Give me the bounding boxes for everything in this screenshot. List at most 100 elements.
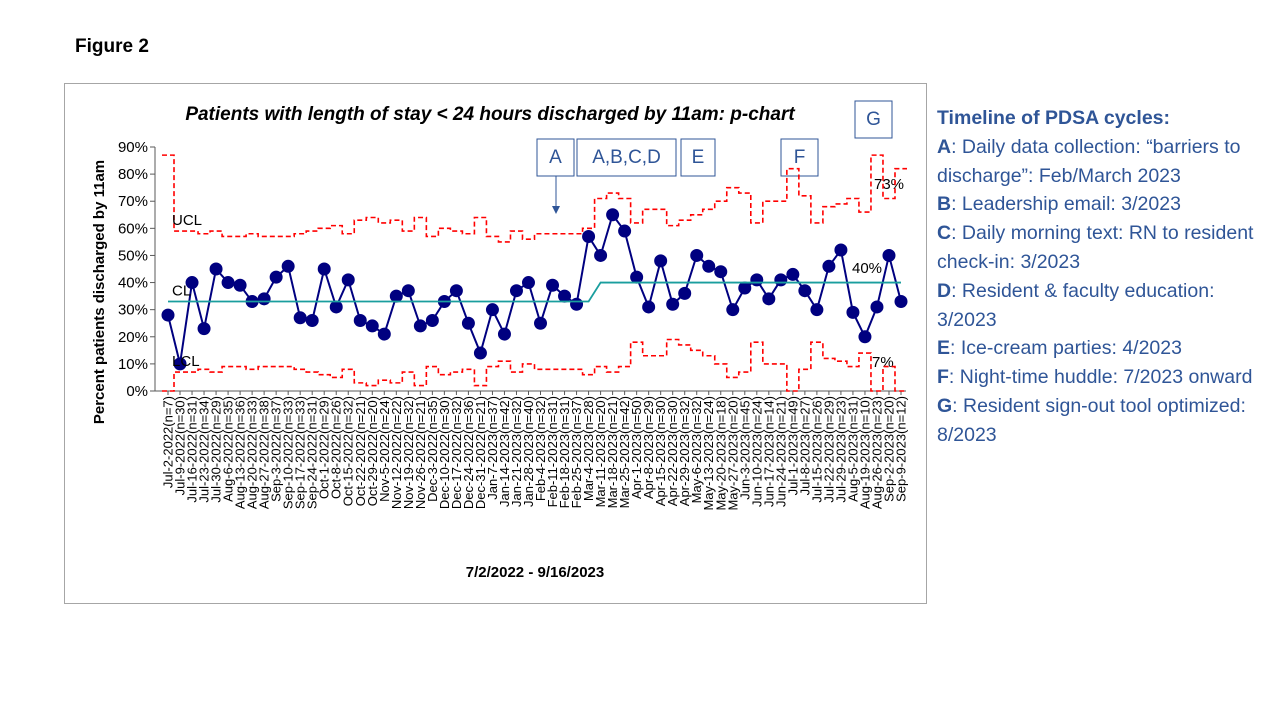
data-point	[858, 330, 872, 344]
data-point	[485, 303, 499, 317]
x-tick-label: Oct-29-2022(n=20)	[365, 396, 380, 506]
x-tick-label: Nov-5-2022(n=24)	[377, 396, 392, 502]
data-point	[774, 273, 788, 287]
x-tick-label: Feb-11-2023(n=31)	[545, 396, 560, 507]
y-tick-label: 50%	[118, 247, 148, 264]
x-tick-label: Feb-25-2023(n=37)	[569, 396, 584, 508]
y-tick-label: 70%	[118, 193, 148, 210]
x-tick-label: Sep-10-2022(n=33)	[281, 396, 296, 509]
annotation: E	[692, 147, 705, 168]
data-point	[738, 281, 752, 295]
x-tick-label: May-27-2023(n=20)	[725, 396, 740, 511]
data-point	[762, 292, 776, 306]
series-label: LCL	[172, 353, 200, 370]
data-point	[786, 267, 800, 281]
data-point	[750, 273, 764, 287]
annotation: G	[866, 109, 881, 130]
data-point	[666, 297, 680, 311]
data-point	[822, 259, 836, 273]
data-point	[654, 254, 668, 268]
data-point	[882, 248, 896, 262]
data-point	[293, 311, 307, 325]
x-tick-label: Dec-10-2022(n=30)	[437, 396, 452, 509]
x-tick-label: Jun-17-2023(n=14)	[761, 396, 776, 507]
x-tick-label: Jul-2-2022(n=7)	[161, 396, 176, 488]
figure-label: Figure 2	[75, 36, 149, 57]
x-tick-label: Jun-10-2023(n=24)	[749, 396, 764, 507]
x-tick-label: Jul-29-2023(n=23)	[833, 396, 848, 503]
data-point	[449, 284, 463, 298]
data-point	[461, 316, 475, 330]
data-point	[305, 314, 319, 328]
x-tick-label: Sep-2-2023(n=20)	[881, 396, 896, 502]
x-tick-label: Dec-31-2022(n=21)	[473, 396, 488, 509]
x-tick-label: Mar-18-2023(n=21)	[605, 396, 620, 508]
data-point	[534, 316, 548, 330]
x-tick-label: Oct-15-2022(n=32)	[341, 396, 356, 506]
x-tick-label: Sep-17-2022(n=33)	[293, 396, 308, 509]
data-point	[269, 270, 283, 284]
data-point	[173, 357, 187, 371]
annotation: 40%	[852, 260, 882, 277]
x-tick-label: Jan-7-2023(n=37)	[485, 396, 500, 500]
data-point	[413, 319, 427, 333]
data-point	[594, 248, 608, 262]
x-tick-label: Apr-15-2023(n=30)	[653, 396, 668, 506]
timeline-key: B	[937, 193, 952, 216]
chart: Patients with length of stay < 24 hours …	[64, 83, 927, 604]
x-tick-label: Jul-23-2022(n=34)	[197, 396, 212, 503]
y-axis-title: Percent patients discharged by 11am	[91, 160, 108, 424]
x-tick-label: Sep-24-2022(n=31)	[305, 396, 320, 509]
timeline-item: E: Ice-cream parties: 4/2023	[937, 334, 1272, 363]
x-tick-label: Nov-19-2022(n=32)	[401, 396, 416, 509]
x-tick-label: Oct-1-2022(n=29)	[317, 396, 332, 499]
x-tick-label: Apr-8-2023(n=29)	[641, 396, 656, 499]
data-point	[690, 248, 704, 262]
data-point	[365, 319, 379, 333]
x-tick-label: Feb-18-2023(n=31)	[557, 396, 572, 508]
x-tick-label: Aug-19-2023(n=10)	[857, 396, 872, 509]
data-point	[570, 297, 584, 311]
x-tick-label: Aug-13-2022(n=36)	[233, 396, 248, 509]
data-point	[678, 286, 692, 300]
x-tick-label: Sep-9-2023(n=12)	[894, 396, 909, 502]
timeline-item: B: Leadership email: 3/2023	[937, 190, 1272, 219]
data-point	[341, 273, 355, 287]
annotation: A,B,C,D	[592, 147, 661, 168]
x-tick-label: Apr-22-2023(n=30)	[665, 396, 680, 506]
annotation-box	[854, 100, 893, 139]
x-tick-label: Oct-22-2022(n=21)	[353, 396, 368, 506]
data-point	[425, 314, 439, 328]
x-tick-label: Jan-14-2023(n=42)	[497, 396, 512, 507]
data-point	[582, 229, 596, 243]
timeline-key: D	[937, 279, 952, 302]
y-tick-label: 40%	[118, 275, 148, 292]
y-tick-label: 10%	[118, 356, 148, 373]
data-point	[630, 270, 644, 284]
x-tick-label: Aug-27-2022(n=38)	[257, 396, 272, 509]
x-tick-label: May-6-2023(n=32)	[689, 396, 704, 503]
series-label: UCL	[172, 212, 202, 229]
x-tick-label: Jul-22-2023(n=29)	[821, 396, 836, 503]
y-tick-label: 30%	[118, 302, 148, 319]
data-point	[546, 278, 560, 292]
x-tick-label: Dec-17-2022(n=32)	[449, 396, 464, 509]
data-point	[185, 276, 199, 290]
y-tick-label: 90%	[118, 139, 148, 156]
timeline-key: E	[937, 337, 951, 360]
x-tick-label: Nov-12-2022(n=22)	[389, 396, 404, 509]
control-limit	[161, 338, 908, 392]
x-tick-label: Aug-5-2023(n=31)	[845, 396, 860, 502]
x-tick-label: Aug-26-2023(n=23)	[869, 396, 884, 509]
control-limit	[161, 154, 908, 243]
timeline-key: A	[937, 135, 952, 158]
x-tick-label: Feb-4-2023(n=32)	[533, 396, 548, 501]
data-point	[329, 300, 343, 314]
timeline-key: G	[937, 394, 953, 417]
data-point	[726, 303, 740, 317]
data-point	[642, 300, 656, 314]
data-point	[846, 305, 860, 319]
series-label: CL	[172, 283, 191, 300]
x-tick-label: Jan-28-2023(n=40)	[521, 396, 536, 507]
